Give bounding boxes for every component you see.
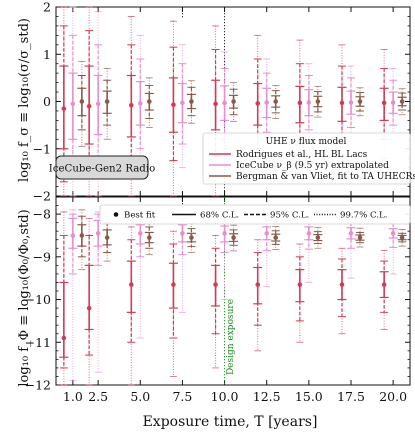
best-fit-point <box>189 99 194 104</box>
bottom-ytick-label: −9 <box>33 249 51 264</box>
best-fit-point <box>213 282 218 287</box>
best-fit-point <box>95 101 101 107</box>
best-fit-point <box>137 101 143 106</box>
best-fit-point <box>357 235 363 240</box>
best-fit-point <box>128 102 134 108</box>
best-fit-point <box>79 233 85 238</box>
best-fit-point <box>399 235 405 240</box>
design-exposure-label: Design exposure <box>226 299 236 375</box>
best-fit-point <box>306 100 312 105</box>
best-fit-point <box>315 235 321 240</box>
best-fit-point <box>137 231 143 236</box>
legend-title: UHE ν flux model <box>266 137 347 147</box>
x-tick-label: 5.0 <box>130 389 150 404</box>
x-tick-label: 15.0 <box>295 389 323 404</box>
best-fit-point <box>86 305 92 311</box>
best-fit-point <box>222 231 227 236</box>
best-fit-point <box>146 235 152 240</box>
best-fit-point <box>264 231 270 236</box>
best-fit-point <box>180 231 185 236</box>
bottom-ytick-label: −12 <box>25 378 51 393</box>
x-tick-label: 7.5 <box>172 389 192 404</box>
legend-997cl: 99.7% C.L. <box>340 211 387 221</box>
best-fit-point <box>104 99 110 104</box>
best-fit-point <box>231 99 236 104</box>
best-fit-point <box>297 100 303 106</box>
top-ytick-label: 1 <box>43 47 51 62</box>
x-axis-label: Exposure time, T [years] <box>143 414 318 430</box>
top-ytick-label: −2 <box>33 189 51 204</box>
best-fit-point <box>381 100 387 106</box>
best-fit-point <box>128 282 134 287</box>
best-fit-point <box>95 231 101 236</box>
flux-model-legend: UHE ν flux model Rodrigues et al., HL BL… <box>202 132 415 185</box>
best-fit-point <box>61 106 67 111</box>
legend-95cl: 95% C.L. <box>270 211 309 221</box>
x-tick-label: 2.5 <box>88 389 108 404</box>
bottom-ytick-label: −8 <box>33 207 51 222</box>
legend-entry-rodrigues: Rodrigues et al., HL BL Lacs <box>236 150 368 160</box>
detector-badge: IceCube-Gen2 Radio <box>49 155 155 180</box>
top-y-axis-label: log₁₀ f_σ ≡ log₁₀(σ/σ_std) <box>17 18 32 182</box>
best-fit-point <box>61 335 67 341</box>
best-fit-point <box>339 282 345 287</box>
badge-text: IceCube-Gen2 Radio <box>49 164 155 175</box>
top-ytick-label: 0 <box>43 94 51 109</box>
legend-entry-bergman: Bergman & van Vliet, fit to TA UHECRs <box>236 172 415 182</box>
best-fit-point <box>70 233 76 238</box>
best-fit-point <box>264 100 270 105</box>
best-fit-point <box>381 282 387 287</box>
best-fit-point <box>273 99 279 104</box>
best-fit-point <box>171 282 176 287</box>
best-fit-point <box>297 282 303 287</box>
top-ytick-label: 2 <box>43 0 51 15</box>
best-fit-point <box>189 235 194 240</box>
best-fit-point <box>79 99 85 104</box>
bottom-panel: −12 −11 −10 −9 −8 1.0 2.5 5.0 7.5 10.0 12.5 15.0 17.… <box>25 196 411 404</box>
legend-68cl: 68% C.L. <box>200 211 239 221</box>
best-fit-point <box>306 231 312 236</box>
best-fit-point <box>390 231 396 236</box>
x-tick-label: 1.0 <box>63 389 83 404</box>
best-fit-point <box>231 235 236 240</box>
best-fit-point <box>213 101 218 107</box>
best-fit-point <box>104 235 110 240</box>
best-fit-point <box>399 99 405 104</box>
bottom-ytick-label: −11 <box>25 335 51 350</box>
best-fit-point <box>180 100 185 106</box>
x-tick-label: 17.5 <box>337 389 365 404</box>
best-fit-point <box>315 99 321 104</box>
best-fit-point <box>348 231 354 236</box>
legend-best-fit: Best fit <box>124 211 156 221</box>
best-fit-point <box>255 101 261 106</box>
best-fit-point <box>70 101 76 107</box>
x-tick-label: 20.0 <box>379 389 407 404</box>
bottom-y-axis-label: log₁₀ f_Φ ≡ log₁₀(Φ₀/Φ₀,std) <box>17 209 32 386</box>
best-fit-point <box>273 235 279 240</box>
best-fit-point <box>348 100 354 105</box>
best-fit-point <box>222 100 227 106</box>
best-fit-point <box>171 102 176 108</box>
bottom-ytick-label: −10 <box>25 292 51 307</box>
x-tick-label: 10.0 <box>211 389 239 404</box>
best-fit-point <box>357 99 363 104</box>
best-fit-point <box>339 100 345 106</box>
top-ytick-label: −1 <box>33 141 51 156</box>
confidence-legend: Best fit 68% C.L. 95% C.L. 99.7% C.L. <box>99 204 411 225</box>
legend-entry-icecube: IceCube ν_β (9.5 yr) extrapolated <box>236 160 389 171</box>
best-fit-point <box>86 103 92 109</box>
best-fit-point <box>146 99 152 104</box>
x-tick-label: 12.5 <box>253 389 281 404</box>
best-fit-point <box>390 100 396 105</box>
best-fit-point <box>255 282 261 287</box>
